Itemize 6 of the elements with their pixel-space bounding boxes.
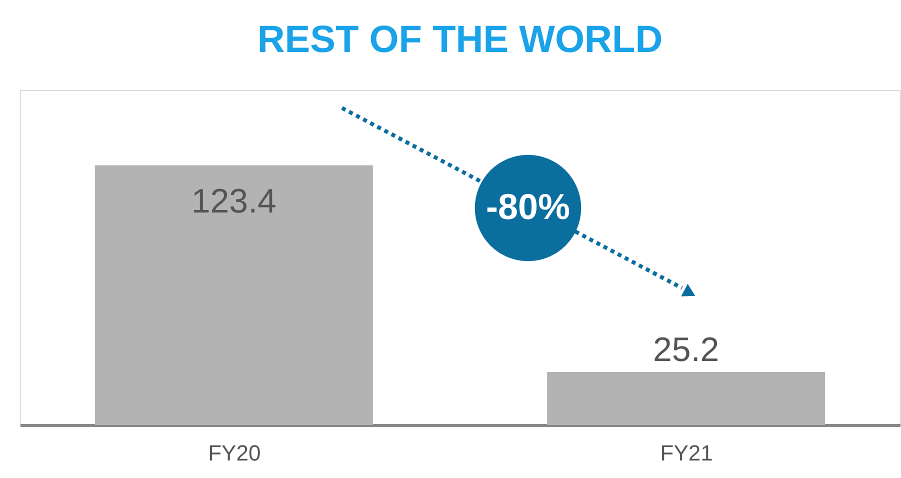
data-label: 123.4 bbox=[191, 182, 276, 220]
x-tick-label: FY20 bbox=[208, 440, 261, 466]
x-tick-label: FY21 bbox=[660, 440, 713, 466]
data-label: 25.2 bbox=[653, 330, 720, 369]
annotation: -80% bbox=[486, 186, 570, 227]
chart-title: REST OF THE WORLD bbox=[257, 19, 663, 61]
